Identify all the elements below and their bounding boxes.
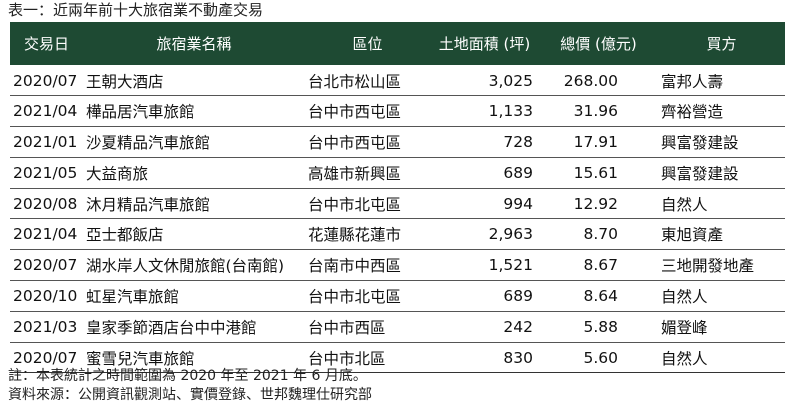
cell-hotel-name: 沙夏精品汽車旅館	[83, 126, 305, 158]
cell-land-area: 728	[430, 126, 539, 158]
transactions-table: 交易日 旅宿業名稱 區位 土地面積 (坪) 總價 (億元) 買方 2020/07…	[10, 22, 785, 374]
cell-buyer: 興富發建設	[658, 157, 785, 189]
cell-hotel-name: 皇家季節酒店台中中港館	[83, 311, 305, 343]
table-row: 2021/03 皇家季節酒店台中中港館 台中市西區 242 5.88 媚登峰	[10, 311, 785, 343]
cell-date: 2020/10	[10, 280, 83, 312]
cell-buyer: 自然人	[658, 280, 785, 312]
table-row: 2021/05 大益商旅 高雄市新興區 689 15.61 興富發建設	[10, 157, 785, 189]
cell-total-price: 17.91	[539, 126, 658, 158]
header-price: 總價 (億元)	[560, 35, 637, 53]
cell-buyer: 富邦人壽	[658, 65, 785, 97]
header-district: 區位	[352, 35, 383, 53]
cell-buyer: 東旭資產	[658, 218, 785, 251]
cell-land-area: 1,521	[430, 249, 539, 282]
cell-land-area: 3,025	[430, 65, 539, 97]
table-row: 2021/04 亞士都飯店 花蓮縣花蓮市 2,963 8.70 東旭資產	[10, 218, 785, 251]
cell-date: 2021/03	[10, 311, 83, 343]
cell-hotel-name: 蜜雪兒汽車旅館	[83, 342, 305, 374]
source-note: 資料來源：公開資訊觀測站、實價登錄、世邦魏理仕研究部	[8, 387, 372, 403]
cell-district: 台中市北屯區	[305, 280, 430, 312]
header-row: 交易日 旅宿業名稱 區位 土地面積 (坪) 總價 (億元) 買方	[10, 22, 785, 65]
cell-hotel-name: 樺品居汽車旅館	[83, 95, 305, 128]
cell-date: 2021/01	[10, 126, 83, 158]
cell-buyer: 齊裕營造	[658, 95, 785, 128]
cell-hotel-name: 虹星汽車旅館	[83, 280, 305, 312]
cell-district: 台北市松山區	[305, 65, 430, 97]
cell-buyer: 興富發建設	[658, 126, 785, 158]
cell-total-price: 12.92	[539, 188, 658, 220]
cell-date: 2020/07	[10, 65, 83, 97]
cell-buyer: 三地開發地產	[658, 249, 785, 282]
cell-total-price: 8.70	[539, 218, 658, 251]
header-name: 旅宿業名稱	[156, 35, 232, 53]
table-body: 2020/07 王朝大酒店 台北市松山區 3,025 268.00 富邦人壽 2021/04…	[10, 65, 785, 374]
cell-total-price: 8.67	[539, 249, 658, 282]
table-row: 2020/07 蜜雪兒汽車旅館 台中市北區 830 5.60 自然人	[10, 342, 785, 374]
table-header: 交易日 旅宿業名稱 區位 土地面積 (坪) 總價 (億元) 買方	[10, 22, 785, 65]
cell-hotel-name: 湖水岸人文休閒旅館(台南館)	[83, 249, 305, 282]
header-area: 土地面積 (坪)	[438, 35, 531, 53]
cell-date: 2020/07	[10, 342, 83, 374]
cell-district: 台中市西屯區	[305, 95, 430, 128]
cell-land-area: 994	[430, 188, 539, 220]
cell-buyer: 自然人	[658, 342, 785, 374]
table-row: 2021/01 沙夏精品汽車旅館 台中市西屯區 728 17.91 興富發建設	[10, 126, 785, 158]
cell-hotel-name: 沐月精品汽車旅館	[83, 188, 305, 220]
cell-land-area: 2,963	[430, 218, 539, 251]
cell-district: 台中市西屯區	[305, 126, 430, 158]
cell-land-area: 689	[430, 157, 539, 189]
cell-date: 2020/07	[10, 249, 83, 282]
cell-land-area: 242	[430, 311, 539, 343]
cell-date: 2021/05	[10, 157, 83, 189]
cell-total-price: 268.00	[539, 65, 658, 97]
cell-land-area: 830	[430, 342, 539, 374]
cell-district: 台南市中西區	[305, 249, 430, 282]
cell-district: 花蓮縣花蓮市	[305, 218, 430, 251]
cell-total-price: 8.64	[539, 280, 658, 312]
cell-hotel-name: 大益商旅	[83, 157, 305, 189]
cell-date: 2021/04	[10, 218, 83, 251]
cell-buyer: 媚登峰	[658, 311, 785, 343]
cell-total-price: 5.88	[539, 311, 658, 343]
footnote: 註：本表統計之時間範圍為 2020 年至 2021 年 6 月底。	[8, 368, 367, 384]
table-row: 2021/04 樺品居汽車旅館 台中市西屯區 1,133 31.96 齊裕營造	[10, 95, 785, 128]
cell-date: 2021/04	[10, 95, 83, 128]
cell-date: 2020/08	[10, 188, 83, 220]
cell-total-price: 15.61	[539, 157, 658, 189]
cell-total-price: 5.60	[539, 342, 658, 374]
table-row: 2020/07 湖水岸人文休閒旅館(台南館) 台南市中西區 1,521 8.67 三地開發…	[10, 249, 785, 282]
header-date: 交易日	[23, 35, 69, 53]
cell-district: 台中市北區	[305, 342, 430, 374]
cell-buyer: 自然人	[658, 188, 785, 220]
cell-district: 高雄市新興區	[305, 157, 430, 189]
header-buyer: 買方	[706, 35, 737, 53]
table-caption: 表一：近兩年前十大旅宿業不動產交易	[8, 1, 264, 19]
table-row: 2020/07 王朝大酒店 台北市松山區 3,025 268.00 富邦人壽	[10, 65, 785, 97]
table-row: 2020/10 虹星汽車旅館 台中市北屯區 689 8.64 自然人	[10, 280, 785, 312]
table-row: 2020/08 沐月精品汽車旅館 台中市北屯區 994 12.92 自然人	[10, 188, 785, 220]
cell-hotel-name: 王朝大酒店	[83, 65, 305, 97]
cell-total-price: 31.96	[539, 95, 658, 128]
cell-district: 台中市西區	[305, 311, 430, 343]
cell-district: 台中市北屯區	[305, 188, 430, 220]
cell-land-area: 689	[430, 280, 539, 312]
cell-land-area: 1,133	[430, 95, 539, 128]
cell-hotel-name: 亞士都飯店	[83, 218, 305, 251]
